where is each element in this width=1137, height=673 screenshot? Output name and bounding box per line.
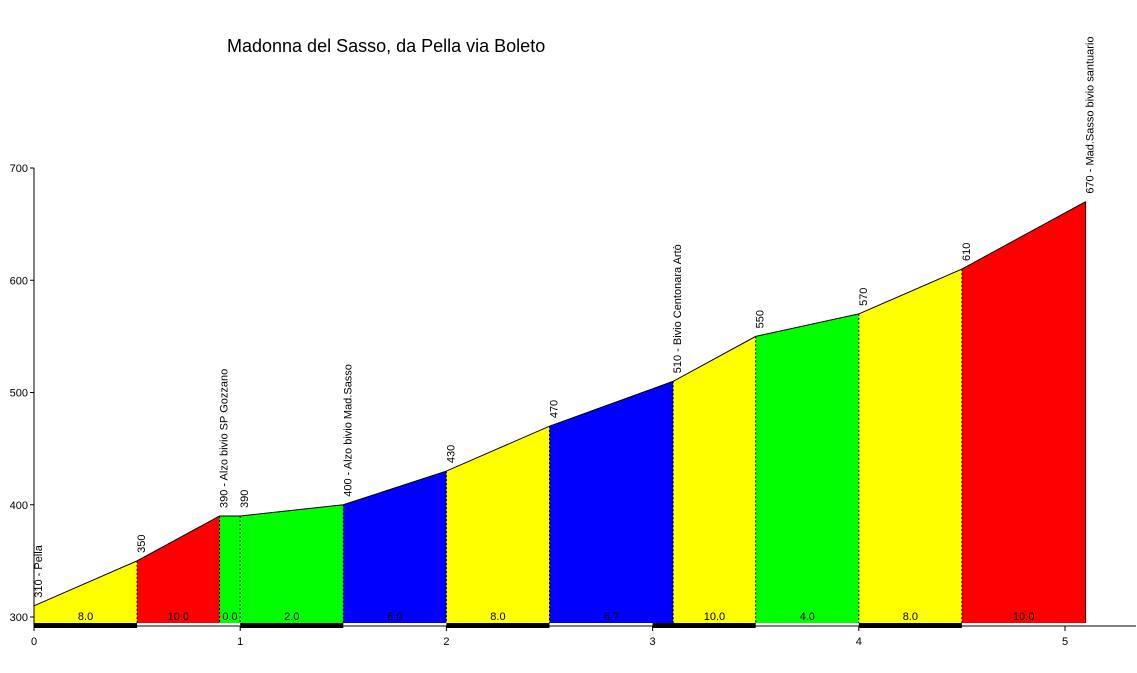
point-labels: 310 - Pella 350 390 - Alzo bivio SP Gozzan… [33, 37, 1097, 598]
x-tick-label: 4 [856, 636, 862, 648]
x-tick-label: 1 [237, 636, 243, 648]
x-tick-label: 5 [1062, 636, 1068, 648]
point-label: 430 [445, 445, 457, 463]
segment-gradient-label: 8.0 [490, 611, 505, 623]
point-label: 610 [961, 243, 973, 261]
x-tick-label: 0 [31, 636, 37, 648]
segment-area [137, 515, 220, 623]
profile-lines [33, 201, 1087, 623]
x-scale-bar [240, 623, 344, 628]
segment-gradient-label: 6.7 [604, 611, 619, 623]
profile-outline [33, 201, 1086, 607]
x-tick-label: 3 [650, 636, 656, 648]
x-scale-bar [652, 623, 756, 628]
segment-gradient-label: 10.0 [1013, 611, 1034, 623]
point-label: 390 - Alzo bivio SP Gozzano [219, 369, 231, 508]
x-scale-bar [34, 623, 138, 628]
y-tick-label: 700 [10, 163, 28, 175]
segment-area [446, 426, 550, 623]
segment-gradient-label: 8.0 [903, 611, 918, 623]
y-tick-label: 400 [10, 500, 28, 512]
y-tick-label: 300 [10, 612, 28, 624]
segment-gradient-label: 4.0 [800, 611, 815, 623]
point-label: 350 [136, 535, 148, 553]
x-tick-label: 2 [443, 636, 449, 648]
segment-gradient-label: 0.0 [222, 611, 237, 623]
point-label: 470 [549, 400, 561, 418]
y-tick-label: 600 [10, 275, 28, 287]
segment-area [961, 201, 1086, 624]
point-label: 670 - Mad.Sasso bivio santuario [1085, 37, 1097, 194]
point-label: 400 - Alzo bivio Mad.Sasso [342, 364, 354, 497]
segment-area [549, 381, 674, 623]
point-label: 390 [239, 490, 251, 508]
segment-area [673, 336, 756, 623]
point-label: 550 [755, 310, 767, 328]
x-scale-bar [858, 623, 962, 628]
segment-area [34, 560, 138, 623]
point-label: 570 [858, 288, 870, 306]
segment-area [219, 515, 241, 623]
segment-gradient-label: 10.0 [704, 611, 725, 623]
segment-area [755, 313, 859, 623]
segment-area [343, 471, 447, 623]
segment-area [858, 269, 962, 623]
y-tick-label: 500 [10, 388, 28, 400]
segment-gradient-label: 2.0 [284, 611, 299, 623]
segment-gradient-label: 10.0 [168, 611, 189, 623]
x-scale-bar [446, 623, 550, 628]
segment-areas: 8.0 10.0 0.0 2.0 6.0 8.0 6.7 10.0 4.0 8.0 10.0 [34, 201, 1086, 624]
chart-title: Madonna del Sasso, da Pella via Boleto [227, 36, 545, 56]
point-label: 510 - Bivio Centonara Artò [672, 244, 684, 373]
segment-area [240, 504, 344, 623]
axes: 300 400 500 600 700 0 1 2 3 4 5 [10, 163, 1136, 648]
segment-gradient-label: 8.0 [78, 611, 93, 623]
segment-gradient-label: 6.0 [387, 611, 402, 623]
point-label: 310 - Pella [33, 544, 45, 597]
